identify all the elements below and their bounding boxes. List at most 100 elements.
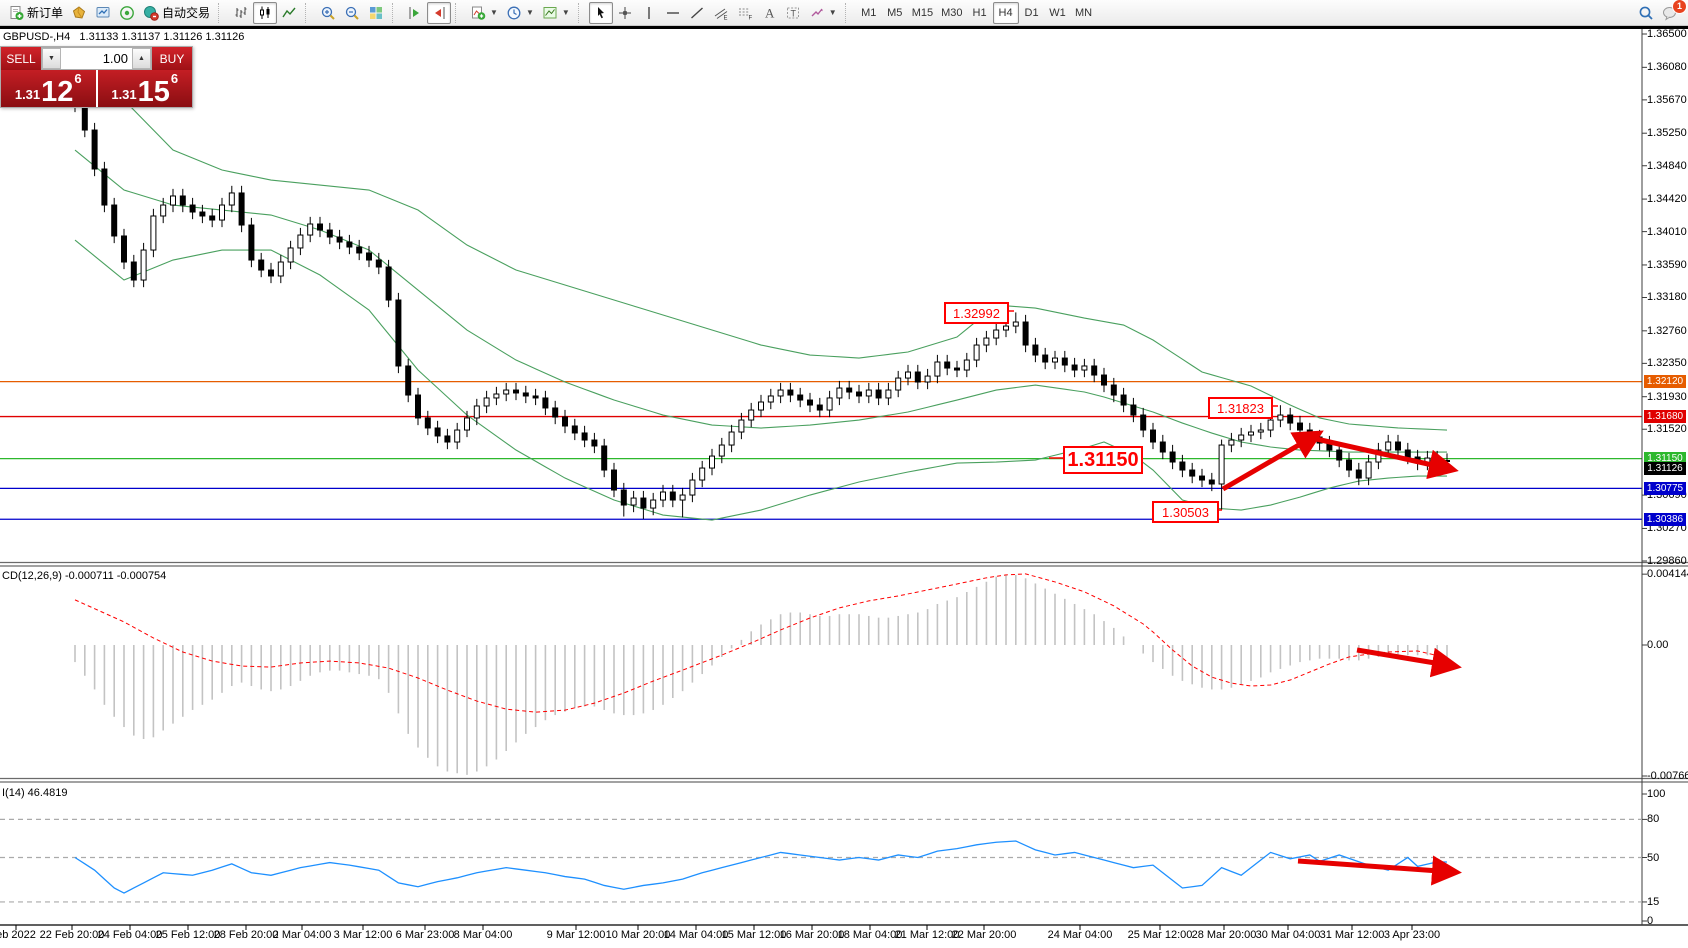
- candle: [630, 497, 637, 506]
- hline-tool-button[interactable]: [661, 2, 685, 24]
- line-chart-button[interactable]: [277, 2, 301, 24]
- timeframe-d1-button[interactable]: D1: [1024, 6, 1039, 19]
- doc-plus-icon: [10, 5, 24, 20]
- candle: [581, 432, 588, 441]
- ask-price-prefix: 1.31: [111, 87, 137, 102]
- y-axis-tick-label: 1.36500: [1647, 28, 1687, 40]
- market-watch-button[interactable]: [91, 2, 115, 24]
- candle: [1199, 475, 1205, 481]
- channel-icon: E: [714, 8, 727, 21]
- notifications-button[interactable]: 1: [1658, 0, 1687, 24]
- cursor-button[interactable]: [588, 1, 613, 24]
- price-annotation[interactable]: 1.30503: [1152, 501, 1219, 523]
- candle: [640, 497, 647, 509]
- candle: [1159, 441, 1166, 453]
- chart-shift-button[interactable]: [427, 1, 452, 24]
- price-annotation[interactable]: 1.32992: [944, 302, 1009, 324]
- trend-arrow[interactable]: [1221, 430, 1324, 492]
- timeframe-h1-button[interactable]: H1: [972, 6, 987, 19]
- timeframe-h4-button[interactable]: H4: [992, 1, 1019, 24]
- shift-icon: [435, 6, 445, 19]
- candle: [983, 337, 990, 346]
- periods-button[interactable]: ▼: [502, 2, 538, 24]
- timeframe-m5-button[interactable]: M5: [887, 6, 903, 19]
- y-axis-tick-label: 1.32350: [1647, 357, 1687, 370]
- svg-text:T: T: [790, 8, 796, 18]
- chevron-down-icon: ▼: [561, 8, 570, 17]
- trend-arrow[interactable]: [1311, 435, 1459, 480]
- candle-chart-button[interactable]: [253, 1, 278, 24]
- auto-trading-button[interactable]: 自动交易: [139, 2, 214, 24]
- timeframe-m15-button[interactable]: M15: [911, 6, 934, 19]
- candle: [356, 246, 363, 254]
- macd-axis-label: -0.007664: [1647, 770, 1688, 782]
- candle: [934, 361, 941, 377]
- vline-tool-button[interactable]: [637, 2, 661, 24]
- bid-price-button[interactable]: 1.31 12 6: [1, 70, 96, 107]
- candle: [1071, 364, 1078, 371]
- auto-scroll-button[interactable]: [403, 2, 427, 24]
- level-price-label: 1.32120: [1644, 375, 1686, 389]
- time-axis-label: 21 Mar 12:00: [894, 929, 960, 941]
- volume-decrease-button[interactable]: ▼: [42, 48, 61, 69]
- tile-windows-button[interactable]: [364, 2, 388, 24]
- scroll-icon: [409, 6, 420, 19]
- indicators-button[interactable]: ▼: [466, 2, 502, 24]
- crosshair-button[interactable]: [613, 2, 637, 24]
- zoom-in-button[interactable]: [316, 2, 340, 24]
- trendline-tool-button[interactable]: [685, 2, 709, 24]
- trend-arrow[interactable]: [1356, 647, 1462, 678]
- ask-price-button[interactable]: 1.31 15 6: [97, 70, 192, 107]
- shapes-tool-button[interactable]: ▼: [805, 2, 841, 24]
- sell-button[interactable]: SELL: [1, 47, 41, 70]
- candle: [150, 215, 157, 251]
- main-toolbar: 新订单 自动交易 ▼ ▼ ▼ E F A T ▼ M1 M5 M15 M30 H1 H4 D1 W1 MN 1: [0, 0, 1688, 26]
- trend-arrow[interactable]: [1297, 855, 1462, 886]
- candle: [807, 399, 813, 406]
- timeframe-m30-button[interactable]: M30: [941, 6, 963, 19]
- bar-chart-button[interactable]: [229, 2, 253, 24]
- new-order-button[interactable]: 新订单: [4, 2, 67, 24]
- candle: [248, 224, 255, 261]
- volume-increase-button[interactable]: ▲: [132, 48, 151, 69]
- buy-button[interactable]: BUY: [152, 47, 192, 70]
- zoom-out-button[interactable]: [340, 2, 364, 24]
- level-price-label: 1.30386: [1644, 512, 1686, 526]
- price-annotation[interactable]: 1.31823: [1208, 397, 1273, 419]
- styles-button[interactable]: [67, 2, 91, 24]
- candle: [1150, 429, 1156, 443]
- toolbar-separator: [392, 2, 400, 23]
- fibonacci-tool-button[interactable]: F: [733, 2, 757, 24]
- rsi-line: [74, 840, 1448, 894]
- candle: [1022, 321, 1029, 346]
- candle: [81, 104, 88, 131]
- y-axis-tick-label: 1.31520: [1647, 423, 1687, 436]
- timeframe-mn-button[interactable]: MN: [1074, 6, 1093, 19]
- volume-input[interactable]: [61, 48, 132, 69]
- candle: [973, 344, 980, 361]
- zoom-out-icon: [345, 6, 359, 20]
- y-axis-tick-label: 1.35250: [1647, 127, 1687, 140]
- channel-tool-button[interactable]: E: [709, 2, 733, 24]
- text-tool-button[interactable]: A: [757, 2, 781, 24]
- templates-button[interactable]: ▼: [538, 2, 574, 24]
- timeframe-m1-button[interactable]: M1: [861, 6, 877, 19]
- search-button[interactable]: [1634, 2, 1658, 24]
- time-axis-label: 8 Mar 04:00: [453, 929, 513, 941]
- bollinger-upper-line: [74, 59, 1448, 431]
- label-tool-button[interactable]: T: [781, 2, 805, 24]
- candle: [1267, 419, 1274, 431]
- time-axis-label: 25 Mar 12:00: [1127, 929, 1193, 941]
- signals-button[interactable]: [115, 2, 139, 24]
- time-axis-label: 15 Mar 12:00: [721, 929, 787, 941]
- timeframe-w1-button[interactable]: W1: [1049, 6, 1066, 19]
- zoom-in-icon: [321, 6, 335, 20]
- hline-icon: [666, 11, 679, 14]
- rsi-axis-label: 15: [1647, 895, 1660, 908]
- candle: [699, 467, 706, 481]
- search-blue-icon: [1639, 6, 1653, 20]
- chevron-down-icon: ▼: [525, 8, 534, 17]
- time-axis-label: 25 Feb 12:00: [155, 929, 221, 941]
- price-annotation[interactable]: 1.31150: [1063, 446, 1143, 474]
